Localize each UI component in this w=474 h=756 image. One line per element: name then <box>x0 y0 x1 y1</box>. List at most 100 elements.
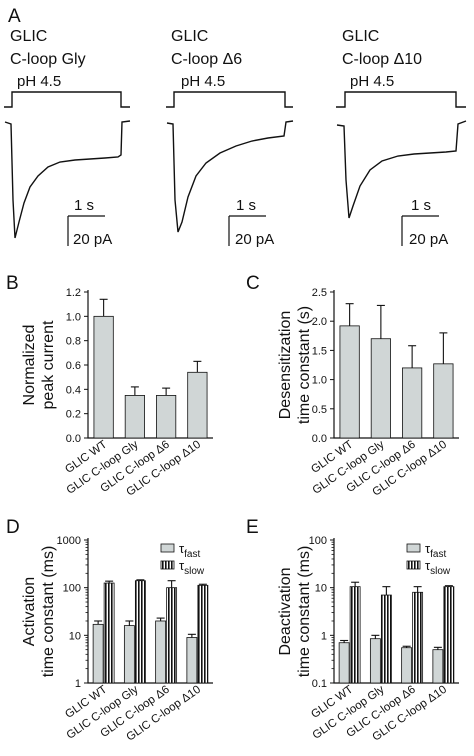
y-tick-label: 0.5 <box>312 404 327 416</box>
bar-slow <box>134 580 146 684</box>
bar-fast <box>155 620 167 684</box>
bar <box>93 315 114 439</box>
y-tick-label: 10 <box>315 583 327 595</box>
current-trace <box>166 120 294 233</box>
current-scale-label: 20 pA <box>409 231 448 248</box>
y-axis-label: Deactivation time constant (ms) <box>277 546 313 678</box>
y-tick-label: 1.2 <box>66 287 81 299</box>
y-axis-label-line: Desensitization <box>277 311 294 420</box>
trace-title-line1: GLIC <box>342 28 379 45</box>
y-tick-label: 2.0 <box>312 316 327 328</box>
legend-subscript: fast <box>430 549 446 560</box>
bar <box>124 395 145 439</box>
y-tick-label: 0.1 <box>312 678 327 690</box>
ph-label: pH 4.5 <box>181 73 225 90</box>
panel-label-a: A <box>8 6 21 27</box>
y-tick-label: 1.0 <box>312 375 327 387</box>
panel-label-c: C <box>246 273 260 294</box>
bar <box>370 338 391 439</box>
y-axis-label-line: time constant (ms) <box>40 546 57 678</box>
panel-a: A GLIC C-loop Gly pH 4.5 1 s 20 pA GLIC … <box>4 6 467 248</box>
y-tick-label: 1000 <box>57 535 81 547</box>
bar-slow <box>103 582 115 684</box>
legend-swatch-slow <box>160 560 175 570</box>
y-axis-label-line: Normalized <box>21 325 38 406</box>
ph-step-bar <box>166 91 293 108</box>
y-axis-label-line: Deactivation <box>277 567 294 655</box>
bar <box>402 367 423 439</box>
legend-label-fast: τfast <box>179 541 200 560</box>
y-tick-label: 0.2 <box>66 409 81 421</box>
current-trace <box>4 120 131 239</box>
y-tick-label: 1.0 <box>66 311 81 323</box>
trace-title-line2: C-loop Gly <box>10 51 86 68</box>
scale-bar <box>228 215 266 246</box>
y-axis-label-line: peak current <box>40 320 57 409</box>
current-scale-label: 20 pA <box>235 231 274 248</box>
bar-fast <box>92 623 104 684</box>
chart-peak-current: 0.0 0.2 0.4 0.6 0.8 1.0 1.2 Normalized peak curr… <box>21 287 213 499</box>
legend-subscript: fast <box>184 549 200 560</box>
ph-label: pH 4.5 <box>17 73 61 90</box>
trace-title-line1: GLIC <box>171 28 208 45</box>
time-scale-label: 1 s <box>74 197 94 214</box>
bar <box>433 363 454 439</box>
time-scale-label: 1 s <box>411 197 431 214</box>
bar-fast <box>432 649 444 684</box>
legend-swatch-slow <box>406 560 421 570</box>
bar-slow <box>412 591 424 684</box>
trace-group-d6: GLIC C-loop Δ6 pH 4.5 1 s 20 pA <box>166 28 294 248</box>
current-scale-label: 20 pA <box>73 231 112 248</box>
legend-tau-symbol: τ <box>179 541 185 556</box>
ph-step-bar <box>336 91 466 108</box>
legend-tau-symbol: τ <box>179 558 185 573</box>
bar-fast <box>338 642 350 684</box>
y-tick-label: 0.0 <box>66 433 81 445</box>
trace-title-line2: C-loop Δ6 <box>171 51 242 68</box>
legend-tau-symbol: τ <box>425 541 431 556</box>
scale-bar <box>67 215 105 246</box>
y-axis-label-line: time constant (ms) <box>296 546 313 678</box>
bar-fast <box>186 637 198 684</box>
panel-label-e: E <box>246 517 259 538</box>
legend-tau-symbol: τ <box>425 558 431 573</box>
trace-title-line2: C-loop Δ10 <box>342 51 422 68</box>
chart-desensitization: 0.0 0.5 1.0 1.5 2.0 2.5 Desensitization time co… <box>277 287 459 499</box>
y-axis-label-line: time constant (s) <box>296 306 313 424</box>
bar-slow <box>443 586 455 684</box>
bar <box>187 371 208 439</box>
legend-swatch-fast <box>160 543 175 553</box>
y-tick-label: 2.5 <box>312 287 327 299</box>
y-axis-label: Normalized peak current <box>21 320 57 409</box>
bar <box>339 325 360 439</box>
ph-step-bar <box>4 91 130 108</box>
trace-title-line1: GLIC <box>10 28 47 45</box>
y-tick-label: 0.4 <box>66 384 81 396</box>
y-tick-label: 0.0 <box>312 433 327 445</box>
legend-label-slow: τslow <box>425 558 451 577</box>
panel-label-b: B <box>6 273 19 294</box>
scale-bar <box>401 215 439 246</box>
legend-label-slow: τslow <box>179 558 205 577</box>
time-scale-label: 1 s <box>236 197 256 214</box>
bar-slow <box>166 587 178 684</box>
bar-slow <box>349 586 361 684</box>
panel-label-d: D <box>6 517 20 538</box>
y-tick-label: 0.8 <box>66 336 81 348</box>
trace-group-d10: GLIC C-loop Δ10 pH 4.5 1 s 20 pA <box>336 28 467 248</box>
bar-fast <box>369 638 381 684</box>
ph-label: pH 4.5 <box>350 73 394 90</box>
y-tick-label: 100 <box>63 583 81 595</box>
legend-swatch-fast <box>406 543 421 553</box>
legend-subscript: slow <box>184 566 205 577</box>
y-tick-label: 1 <box>321 630 327 642</box>
y-axis-label: Desensitization time constant (s) <box>277 306 313 424</box>
bar-slow <box>197 584 209 684</box>
bar-slow <box>380 594 392 684</box>
trace-group-gly: GLIC C-loop Gly pH 4.5 1 s 20 pA <box>4 28 131 248</box>
bar <box>156 395 177 439</box>
legend-subscript: slow <box>430 566 451 577</box>
